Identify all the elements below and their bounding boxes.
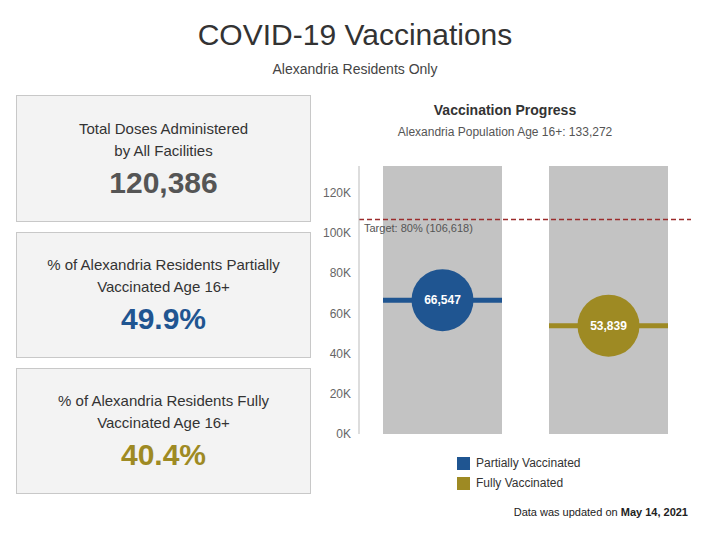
html-text:49.9%: 49.9% (121, 302, 206, 335)
svg-text:0K: 0K (336, 427, 351, 441)
html-text:Vaccinated Age 16+: Vaccinated Age 16+ (97, 278, 230, 295)
html-text:Total Doses Administered: Total Doses Administered (78, 119, 249, 137)
html-text:120,386: 120,386 (109, 165, 218, 199)
html-text:Vaccinated Age 16+: Vaccinated Age 16+ (97, 414, 230, 431)
html-text:% of Alexandria Residents Part: % of Alexandria Residents Partially (47, 256, 280, 273)
svg-text:20K: 20K (330, 387, 351, 401)
html-text:Partially Vaccinated: Partially Vaccinated (476, 456, 581, 470)
html-text:Data was updated on May 14, 20: Data was updated on May 14, 2021 (513, 506, 688, 518)
html-text:Fully Vaccinated: Fully Vaccinated (476, 476, 564, 490)
html-text:Vaccination Progress: Vaccination Progress (433, 102, 577, 118)
html-text:% of Alexandria Residents Full: % of Alexandria Residents Fully (58, 392, 269, 409)
svg-text:60K: 60K (330, 307, 351, 321)
html-text:40.4%: 40.4% (121, 438, 206, 471)
svg-text:66,547: 66,547 (424, 293, 461, 307)
svg-text:120K: 120K (323, 186, 351, 200)
html-text:Alexandria Residents Only: Alexandria Residents Only (272, 61, 438, 77)
html-text:by All Facilities: by All Facilities (114, 141, 213, 159)
svg-text:100K: 100K (323, 226, 351, 240)
svg-text:53,839: 53,839 (590, 319, 627, 333)
html-text:COVID-19 Vaccinations: COVID-19 Vaccinations (197, 18, 513, 51)
svg-text:40K: 40K (330, 347, 351, 361)
html-text:Alexandria Population Age 16+:: Alexandria Population Age 16+: 133,272 (397, 125, 613, 139)
svg-text:80K: 80K (330, 266, 351, 280)
svg-text:Target: 80% (106,618): Target: 80% (106,618) (364, 222, 473, 234)
